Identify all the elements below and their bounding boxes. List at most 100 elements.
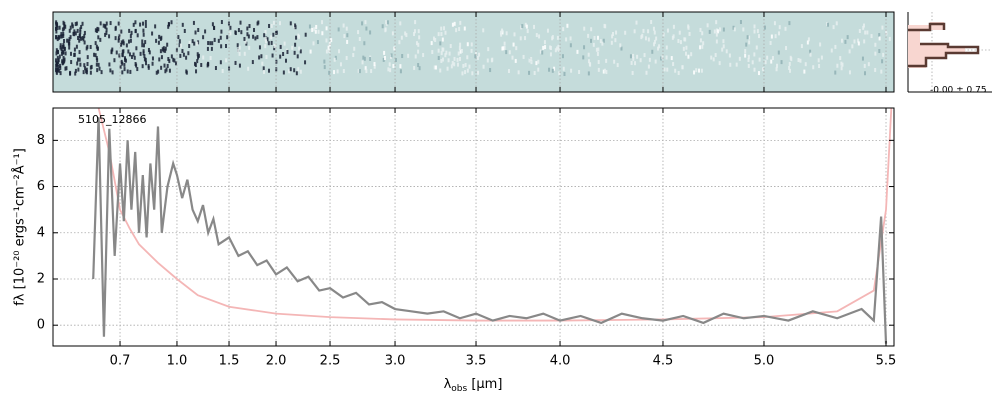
pixel	[443, 26, 446, 31]
pixel	[699, 27, 702, 32]
pixel	[844, 39, 847, 44]
pixel	[304, 60, 307, 65]
pixel	[769, 41, 772, 46]
pixel	[645, 70, 648, 75]
pixel	[878, 36, 881, 41]
pixel	[209, 41, 212, 46]
pixel	[799, 58, 802, 63]
pixel	[546, 28, 549, 33]
pixel	[267, 41, 270, 46]
pixel	[387, 67, 390, 72]
pixel	[776, 63, 779, 68]
pixel	[476, 55, 479, 60]
pixel	[298, 46, 301, 51]
pixel	[238, 63, 241, 68]
pixel	[151, 61, 154, 66]
pixel	[142, 32, 145, 37]
pixel	[370, 69, 373, 74]
pixel	[237, 28, 240, 33]
y-tick-label: 0	[37, 318, 45, 333]
pixel	[268, 23, 271, 28]
pixel	[819, 42, 822, 47]
pixel	[142, 28, 145, 33]
pixel	[695, 68, 698, 73]
pixel	[108, 62, 111, 67]
pixel	[501, 28, 504, 33]
pixel	[196, 41, 199, 46]
pixel	[85, 46, 88, 51]
pixel	[593, 35, 596, 40]
pixel	[144, 23, 147, 28]
pixel	[164, 48, 167, 53]
pixel	[258, 55, 261, 60]
pixel	[677, 38, 680, 43]
pixel	[461, 71, 464, 76]
pixel	[414, 54, 417, 59]
pixel	[209, 56, 212, 61]
pixel	[770, 59, 773, 64]
pixel	[282, 70, 285, 75]
pixel	[68, 28, 71, 33]
pixel	[482, 64, 485, 69]
pixel	[857, 41, 860, 46]
pixel	[193, 41, 196, 46]
pixel	[417, 49, 420, 54]
pixel	[114, 25, 117, 30]
pixel	[631, 70, 634, 75]
pixel	[486, 58, 489, 63]
pixel	[557, 47, 560, 52]
pixel	[806, 40, 809, 45]
pixel	[312, 41, 315, 46]
pixel	[463, 26, 466, 31]
y-tick-label: 6	[37, 179, 45, 194]
pixel	[441, 57, 444, 62]
pixel	[104, 24, 107, 29]
pixel	[742, 27, 745, 32]
pixel	[164, 69, 167, 74]
pixel	[725, 49, 728, 54]
pixel	[861, 56, 864, 61]
pixel	[334, 55, 337, 60]
pixel	[243, 51, 246, 56]
pixel	[582, 55, 585, 60]
pixel	[258, 45, 261, 50]
pixel	[474, 54, 477, 59]
pixel	[74, 31, 77, 36]
pixel	[128, 52, 131, 57]
pixel	[172, 57, 175, 62]
pixel	[55, 35, 58, 40]
pixel	[836, 63, 839, 68]
pixel	[807, 37, 810, 42]
pixel	[229, 31, 232, 36]
pixel	[384, 28, 387, 33]
pixel	[655, 36, 658, 41]
pixel	[644, 36, 647, 41]
pixel	[125, 43, 128, 48]
pixel	[353, 46, 356, 51]
pixel	[679, 40, 682, 45]
pixel	[60, 32, 63, 37]
pixel	[569, 43, 572, 48]
pixel	[417, 63, 420, 68]
pixel	[785, 46, 788, 51]
pixel	[632, 53, 635, 58]
pixel	[333, 57, 336, 62]
pixel	[339, 62, 342, 67]
pixel	[56, 25, 59, 30]
pixel	[113, 58, 116, 63]
pixel	[722, 39, 725, 44]
pixel	[404, 31, 407, 36]
pixel	[706, 23, 709, 28]
pixel	[647, 64, 650, 69]
pixel	[135, 63, 138, 68]
pixel	[97, 35, 100, 40]
pixel	[267, 68, 270, 73]
pixel	[286, 49, 289, 54]
pixel	[487, 47, 490, 52]
pixel	[192, 20, 195, 25]
pixel	[433, 65, 436, 70]
pixel	[733, 27, 736, 32]
pixel	[840, 61, 843, 66]
pixel	[142, 43, 145, 48]
pixel	[211, 22, 214, 27]
